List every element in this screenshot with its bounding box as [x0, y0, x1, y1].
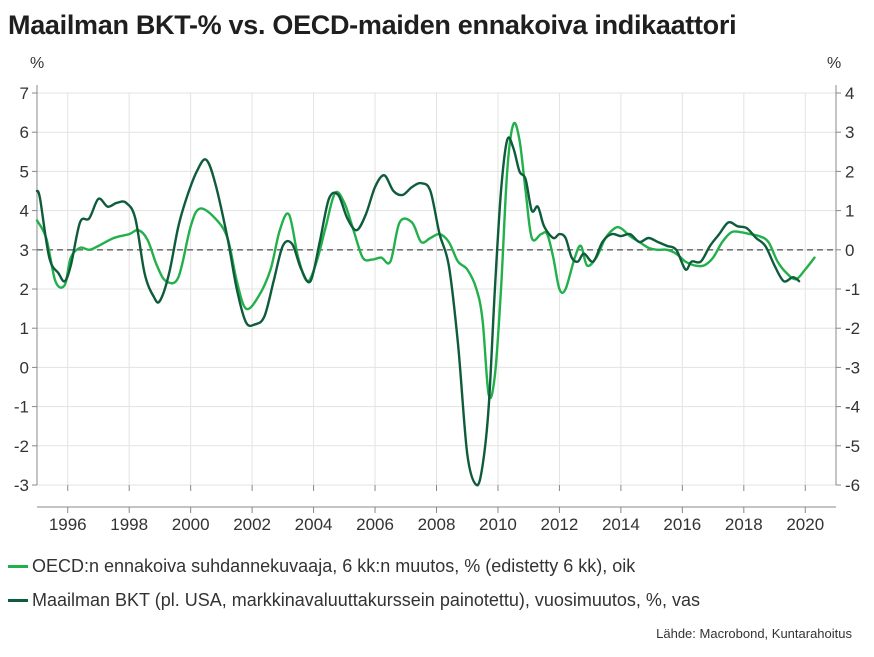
y-tick-label-left: 5 — [20, 162, 29, 181]
y-tick-label-right: -6 — [845, 476, 860, 495]
x-tick-label: 2004 — [295, 515, 333, 534]
legend-label-oecd: OECD:n ennakoiva suhdannekuvaaja, 6 kk:n… — [32, 556, 636, 576]
series-lines — [35, 121, 816, 487]
x-tick-label: 2008 — [418, 515, 456, 534]
y-tick-label-right: -1 — [845, 280, 860, 299]
y-tick-label-left: 0 — [20, 358, 29, 377]
x-tick-label: 2014 — [602, 515, 640, 534]
y-tick-label-left: -3 — [14, 476, 29, 495]
y-tick-label-left: 3 — [20, 241, 29, 260]
y-tick-label-left: -1 — [14, 398, 29, 417]
y-tick-label-right: 1 — [845, 202, 854, 221]
y-tick-label-left: 4 — [20, 202, 29, 221]
x-tick-label: 2012 — [541, 515, 579, 534]
y-tick-label-right: -4 — [845, 398, 860, 417]
y-tick-label-right: -2 — [845, 319, 860, 338]
legend-label-gdp: Maailman BKT (pl. USA, markkinavaluuttak… — [32, 590, 700, 610]
x-tick-label: 2018 — [725, 515, 763, 534]
x-tick-label: 1998 — [110, 515, 148, 534]
y-tick-label-right: 4 — [845, 84, 854, 103]
series-line-world-gdp — [35, 136, 801, 487]
x-tick-label: 1996 — [49, 515, 87, 534]
right-axis-unit: % — [827, 55, 841, 72]
x-tick-label: 2002 — [233, 515, 271, 534]
axes — [32, 85, 841, 513]
source-note: Lähde: Macrobond, Kuntarahoitus — [656, 626, 852, 641]
y-tick-label-right: -5 — [845, 437, 860, 456]
series-line-oecd-indicator — [35, 121, 816, 400]
y-tick-label-left: 7 — [20, 84, 29, 103]
y-tick-label-left: 2 — [20, 280, 29, 299]
x-tick-label: 2000 — [172, 515, 210, 534]
legend-item-oecd: OECD:n ennakoiva suhdannekuvaaja, 6 kk:n… — [8, 556, 635, 577]
y-tick-label-left: 1 — [20, 319, 29, 338]
y-tick-label-right: -3 — [845, 358, 860, 377]
tick-labels: 7 6 5 4 3 2 1 0 -1 -2 -3 4 3 2 1 0 -1 -2 -3 -4 -5 -6 1996 1998 2… — [14, 55, 860, 534]
y-tick-label-left: 6 — [20, 123, 29, 142]
legend-swatch-gdp — [8, 599, 28, 602]
legend-swatch-oecd — [8, 565, 28, 568]
x-tick-label: 2006 — [356, 515, 394, 534]
left-axis-unit: % — [30, 55, 44, 72]
grid-lines — [37, 92, 836, 486]
y-tick-label-right: 3 — [845, 123, 854, 142]
y-tick-label-right: 0 — [845, 241, 854, 260]
x-tick-label: 2010 — [479, 515, 517, 534]
y-tick-label-right: 2 — [845, 162, 854, 181]
y-tick-label-left: -2 — [14, 437, 29, 456]
x-tick-label: 2020 — [786, 515, 824, 534]
chart-title: Maailman BKT-% vs. OECD-maiden ennakoiva… — [8, 10, 737, 40]
x-tick-label: 2016 — [663, 515, 701, 534]
legend-item-gdp: Maailman BKT (pl. USA, markkinavaluuttak… — [8, 590, 700, 611]
